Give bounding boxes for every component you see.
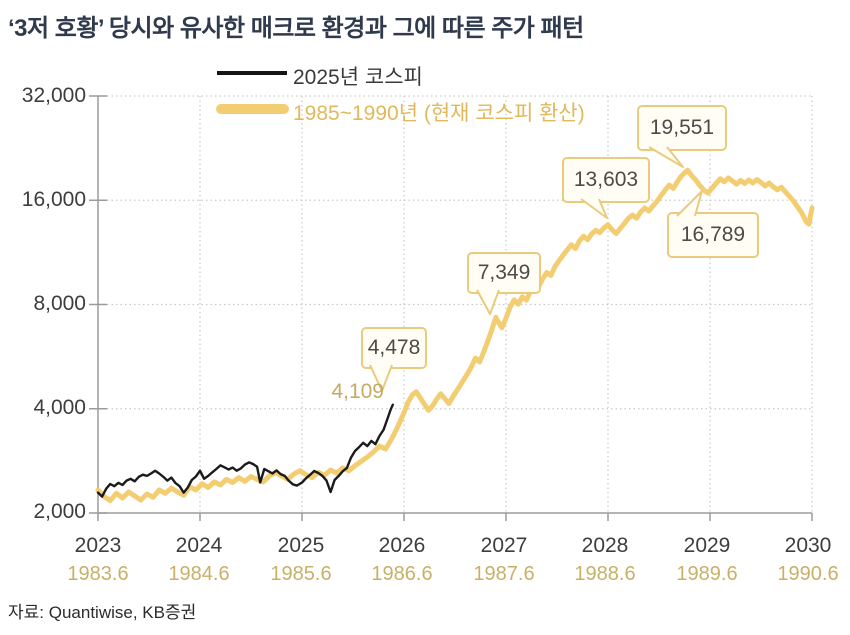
x-tick-1986-6: 1986.6 [371, 563, 433, 585]
x-tick-2030: 2030 [784, 534, 832, 557]
annotation-4109: 4,109 [331, 380, 384, 403]
legend-swatch-gold-line [216, 104, 289, 114]
legend-label-1985-1990: 1985~1990년 (현재 코스피 환산) [293, 102, 585, 125]
y-tick-4000: 4,000 [33, 396, 86, 419]
x-tick-1987-6: 1987.6 [473, 563, 535, 585]
x-tick-1988-6: 1988.6 [574, 563, 636, 585]
callout-box-19551 [637, 105, 727, 151]
annotation-4478: 4,478 [367, 336, 421, 359]
y-tick-8000: 8,000 [33, 292, 86, 315]
x-tick-2026: 2026 [378, 534, 426, 557]
annotation-16789: 16,789 [680, 223, 746, 246]
x-tick-1984-6: 1984.6 [168, 563, 230, 585]
source-note: 자료: Quantiwise, KB증권 [8, 603, 197, 622]
annotation-19551: 19,551 [649, 116, 715, 139]
x-tick-1983-6: 1983.6 [67, 563, 129, 585]
y-tick-16000: 16,000 [21, 188, 86, 211]
callout-pointer-19551 [648, 146, 684, 168]
y-tick-32000: 32,000 [21, 84, 86, 107]
x-tick-2024: 2024 [175, 534, 223, 557]
x-tick-1990-6: 1990.6 [777, 563, 839, 585]
callout-box-4478 [361, 327, 427, 369]
x-tick-2029: 2029 [683, 534, 731, 557]
callout-boxes [361, 105, 759, 392]
x-tick-2023: 2023 [74, 534, 122, 557]
page-title: ‘3저 호황’ 당시와 유사한 매크로 환경과 그에 따른 주가 패턴 [8, 15, 584, 42]
y-tick-2000: 2,000 [33, 500, 86, 523]
callout-pointer-16789 [676, 190, 703, 217]
callout-box-13603 [562, 157, 650, 203]
x-tick-1985-6: 1985.6 [270, 563, 332, 585]
callout-pointer-7349 [476, 289, 500, 315]
x-tick-2028: 2028 [581, 534, 629, 557]
legend-label-2025-kospi: 2025년 코스피 [293, 66, 423, 89]
legend-swatch-black-line [217, 71, 287, 75]
callout-pointer-4478 [369, 364, 393, 392]
x-tick-2027: 2027 [480, 534, 528, 557]
plot-area [89, 95, 815, 521]
callout-box-7349 [467, 252, 541, 294]
x-tick-1989-6: 1989.6 [676, 563, 738, 585]
x-tick-2025: 2025 [277, 534, 325, 557]
annotation-7349: 7,349 [477, 261, 531, 284]
callout-pointer-13603 [580, 198, 608, 219]
annotation-13603: 13,603 [573, 168, 639, 191]
callout-box-16789 [667, 212, 759, 258]
